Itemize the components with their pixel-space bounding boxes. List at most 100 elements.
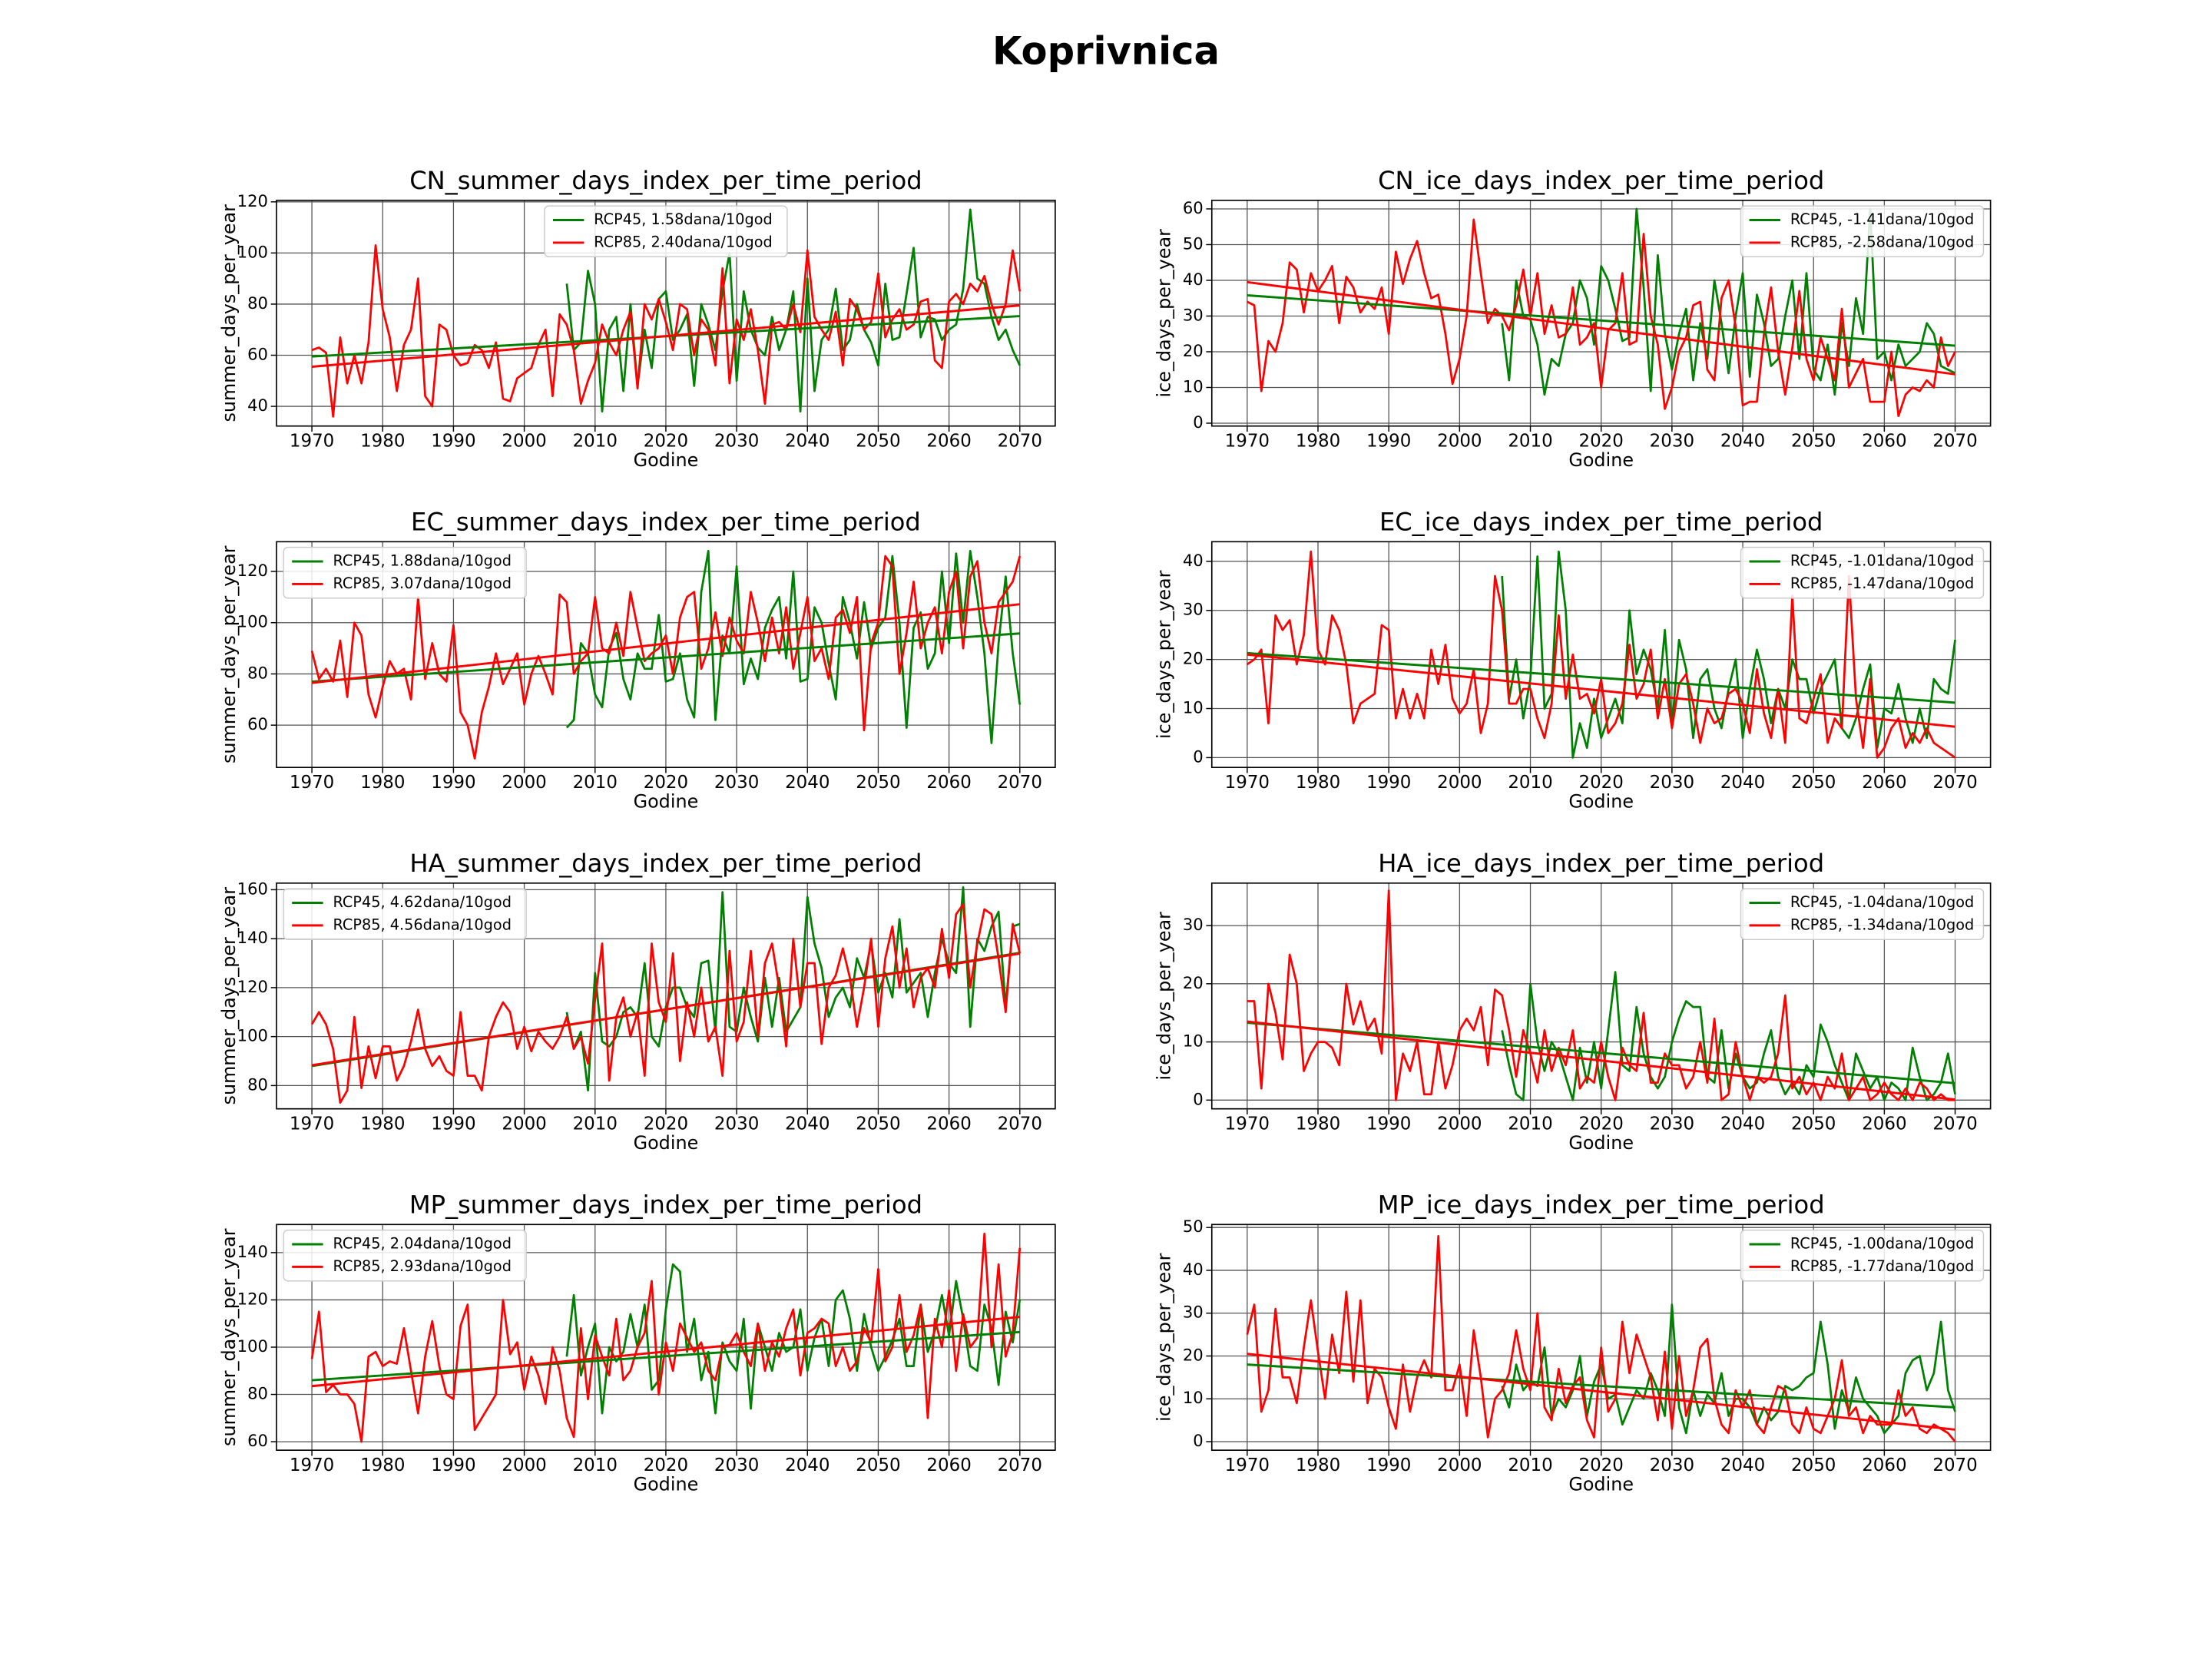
x-tick-label: 2020	[644, 773, 688, 793]
x-tick-label: 1980	[360, 1114, 405, 1134]
subplot-title: EC_ice_days_index_per_time_period	[1379, 507, 1823, 536]
x-axis-label: Godine	[1568, 791, 1634, 813]
figure-title: Koprivnica	[992, 28, 1220, 73]
x-axis-label: Godine	[1568, 1132, 1634, 1154]
x-tick-label: 1970	[290, 1114, 334, 1134]
x-tick-label: 1980	[1296, 431, 1340, 451]
x-tick-label: 2060	[926, 431, 971, 451]
x-tick-label: 2050	[856, 773, 900, 793]
series-line	[1501, 550, 1956, 759]
x-tick-label: 1970	[290, 1455, 334, 1475]
x-tick-label: 2030	[1650, 773, 1694, 793]
legend-label: RCP85, 4.56dana/10god	[333, 916, 511, 933]
x-tick-label: 1980	[1296, 1455, 1340, 1475]
x-tick-label: 1980	[360, 773, 405, 793]
x-tick-label: 2000	[502, 1455, 546, 1475]
x-tick-label: 2040	[785, 431, 830, 451]
x-tick-label: 2050	[856, 1114, 900, 1134]
legend-box	[1740, 205, 1985, 258]
y-tick-label: 0	[1193, 1431, 1203, 1450]
y-tick-label: 80	[247, 663, 268, 682]
x-tick-label: 2010	[573, 431, 618, 451]
legend-label: RCP45, -1.41dana/10god	[1790, 210, 1974, 228]
y-tick-label: 10	[1183, 1031, 1204, 1051]
subplot-title: CN_summer_days_index_per_time_period	[409, 166, 922, 195]
x-tick-label: 2060	[926, 1455, 971, 1475]
x-tick-label: 2000	[1437, 431, 1482, 451]
legend-label: RCP85, -2.58dana/10god	[1790, 233, 1974, 250]
x-tick-label: 2050	[856, 431, 900, 451]
y-tick-label: 160	[237, 879, 268, 898]
x-tick-label: 2040	[785, 1114, 830, 1134]
y-axis-label: ice_days_per_year	[1154, 1253, 1175, 1422]
y-tick-label: 30	[1183, 1303, 1204, 1322]
y-tick-label: 60	[247, 714, 268, 733]
y-tick-label: 80	[247, 1384, 268, 1403]
y-tick-label: 20	[1183, 649, 1204, 668]
x-tick-label: 2030	[714, 1455, 759, 1475]
trend-line	[1247, 651, 1955, 704]
trend-line	[1247, 653, 1955, 728]
x-tick-label: 2070	[1932, 431, 1977, 451]
x-tick-label: 2000	[1437, 1455, 1482, 1475]
series-line	[565, 549, 1022, 744]
x-tick-label: 2030	[1650, 431, 1694, 451]
x-tick-label: 2010	[1508, 773, 1552, 793]
x-tick-label: 2040	[1720, 431, 1765, 451]
x-tick-label: 2060	[926, 773, 971, 793]
trend-line	[311, 304, 1020, 368]
x-tick-label: 2020	[644, 1455, 688, 1475]
y-tick-label: 100	[237, 1336, 268, 1356]
plot-area	[1247, 550, 1956, 759]
legend-box	[1740, 1229, 1985, 1282]
y-tick-label: 140	[237, 1242, 268, 1261]
x-tick-label: 2070	[998, 1114, 1042, 1134]
x-tick-label: 2000	[1437, 1114, 1482, 1134]
y-tick-label: 10	[1183, 376, 1204, 396]
axes-frame	[1210, 541, 1992, 769]
trend-line	[1247, 1363, 1955, 1409]
y-tick-label: 80	[247, 293, 268, 313]
x-axis-label: Godine	[634, 449, 699, 471]
series-line	[310, 903, 1022, 1104]
legend-label: RCP85, 2.93dana/10god	[333, 1257, 511, 1275]
x-axis-label: Godine	[634, 791, 699, 813]
subplot-title: HA_summer_days_index_per_time_period	[409, 849, 922, 878]
x-tick-label: 2040	[1720, 1455, 1765, 1475]
x-tick-label: 2070	[1932, 1114, 1977, 1134]
y-axis-label: summer_days_per_year	[218, 204, 240, 422]
x-tick-label: 1980	[360, 431, 405, 451]
subplot: 40 60 80 100 120 1970 1980 1990 2000 2010 2020 2030…	[218, 166, 1056, 471]
x-tick-label: 1990	[1366, 1455, 1411, 1475]
y-tick-label: 100	[237, 612, 268, 631]
plot-area	[310, 1232, 1022, 1443]
x-tick-label: 2010	[573, 1455, 618, 1475]
y-axis-label: summer_days_per_year	[218, 545, 240, 763]
y-tick-label: 60	[247, 1431, 268, 1450]
series-line	[1247, 218, 1956, 418]
x-tick-label: 2040	[1720, 773, 1765, 793]
legend-label: RCP85, -1.34dana/10god	[1790, 916, 1974, 933]
plot-area	[1247, 207, 1956, 418]
x-tick-label: 1990	[1366, 773, 1411, 793]
x-tick-label: 1980	[360, 1455, 405, 1475]
legend-box	[1740, 546, 1985, 599]
x-tick-label: 2030	[1650, 1455, 1694, 1475]
x-tick-label: 2000	[1437, 773, 1482, 793]
legend-box	[1740, 888, 1985, 940]
x-tick-label: 1970	[1225, 431, 1270, 451]
y-tick-label: 30	[1183, 305, 1204, 324]
legend-label: RCP45, 1.58dana/10god	[594, 210, 772, 228]
y-tick-label: 100	[237, 1026, 268, 1045]
legend-box	[544, 205, 788, 258]
legend-label: RCP45, -1.01dana/10god	[1790, 552, 1974, 570]
series-line	[1501, 1303, 1956, 1435]
trend-line	[311, 952, 1021, 1067]
trend-line	[1247, 1022, 1955, 1084]
x-tick-label: 2030	[714, 773, 759, 793]
x-tick-label: 2050	[1791, 773, 1836, 793]
x-tick-label: 2020	[1579, 1114, 1624, 1134]
x-tick-label: 2040	[785, 1455, 830, 1475]
